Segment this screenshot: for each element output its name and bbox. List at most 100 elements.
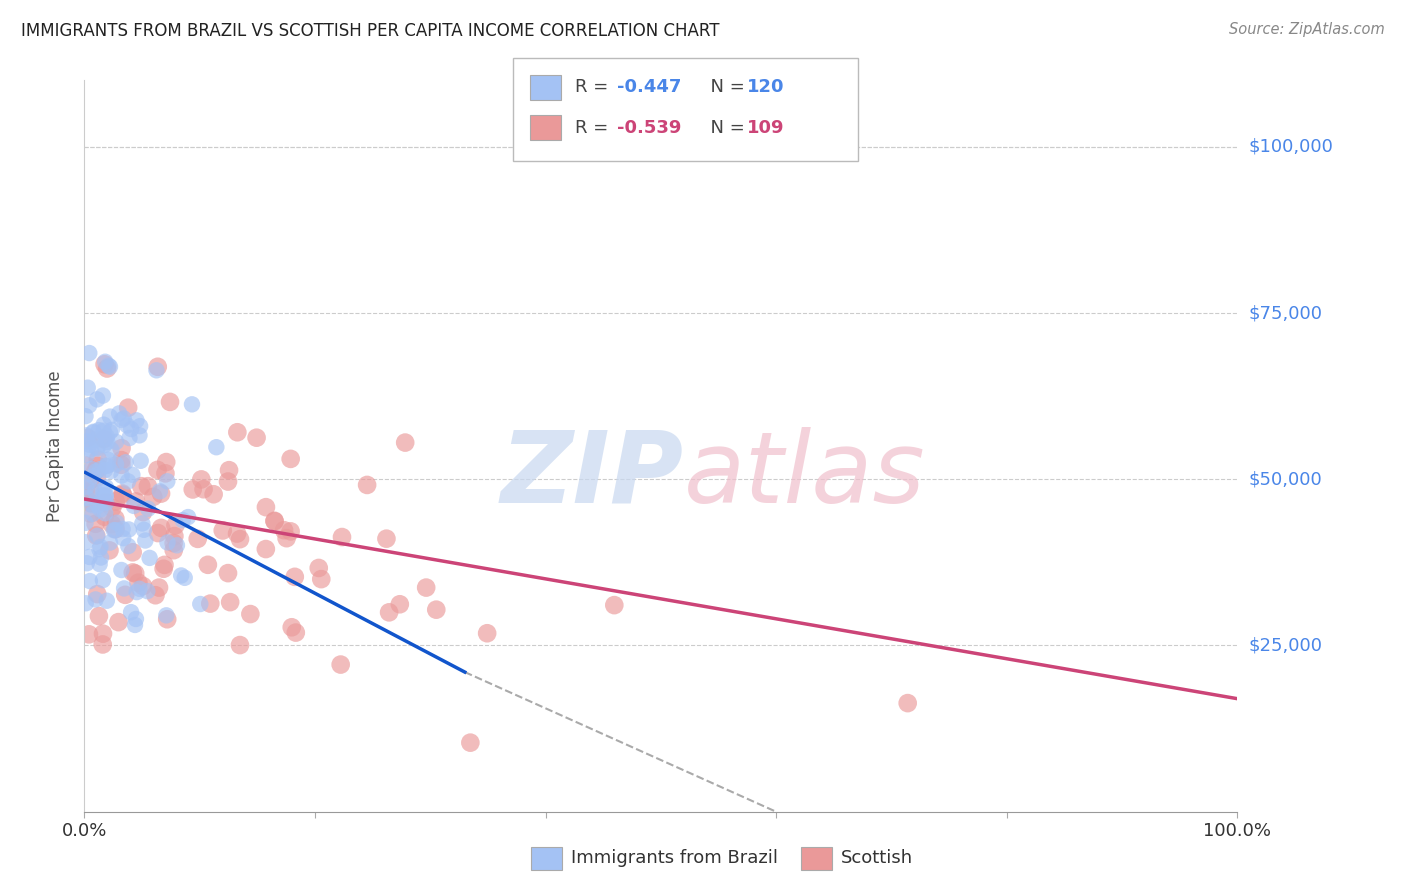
Point [280,524,302,539]
Point [79,495,101,509]
Point [79,473,101,487]
Text: atlas: atlas [683,426,925,524]
Point [91,637,114,651]
Point [226,526,249,541]
Point [153,558,176,572]
Point [603,598,626,612]
Point [132,579,155,593]
Point [87,423,110,437]
Point [97,359,120,373]
Point [172,513,194,527]
Point [132,505,155,519]
Point [105,434,128,449]
Point [217,566,239,581]
Point [84,528,107,542]
Point [229,532,252,546]
Point [84,516,107,531]
Point [86,470,108,484]
Text: 109: 109 [747,119,785,136]
Point [284,570,307,584]
Point [415,581,437,595]
Point [117,539,139,553]
Point [394,435,416,450]
Point [75,428,97,442]
Point [217,475,239,489]
Point [90,550,112,565]
Point [108,406,131,420]
Point [75,516,97,530]
Point [308,561,330,575]
Point [79,442,101,457]
Point [94,495,117,509]
Point [89,462,111,476]
Point [86,442,108,456]
Point [96,429,118,443]
Point [181,397,204,411]
Point [80,462,103,476]
Point [91,388,114,402]
Point [110,413,132,427]
Point [110,453,132,467]
Point [121,566,143,580]
Point [86,392,108,407]
Point [152,562,174,576]
Point [170,568,193,582]
Point [75,484,97,499]
Point [101,517,124,532]
Point [93,438,115,452]
Point [124,618,146,632]
Point [86,529,108,543]
Point [378,605,401,619]
Point [187,532,209,546]
Point [100,464,122,478]
Point [128,428,150,442]
Point [94,463,117,477]
Point [91,491,114,505]
Point [146,526,169,541]
Point [121,545,143,559]
Text: IMMIGRANTS FROM BRAZIL VS SCOTTISH PER CAPITA INCOME CORRELATION CHART: IMMIGRANTS FROM BRAZIL VS SCOTTISH PER C… [21,22,720,40]
Point [197,558,219,572]
Point [96,361,118,376]
Point [79,507,101,521]
Point [111,522,134,536]
Point [100,442,122,457]
Point [148,581,170,595]
Point [104,522,127,536]
Point [163,543,186,558]
Point [89,557,111,571]
Point [132,523,155,537]
Point [114,588,136,602]
Point [190,472,212,486]
Point [101,500,124,515]
Point [155,608,177,623]
Point [129,454,152,468]
Point [117,475,139,489]
Text: Source: ZipAtlas.com: Source: ZipAtlas.com [1229,22,1385,37]
Point [84,433,107,447]
Point [110,441,132,455]
Point [330,530,353,544]
Point [97,453,120,467]
Point [138,550,160,565]
Point [263,514,285,528]
Point [86,458,108,473]
Point [82,425,104,439]
Point [84,464,107,478]
Point [165,518,187,533]
Point [155,467,177,481]
Point [76,448,98,462]
Point [118,523,141,537]
Point [200,597,222,611]
Point [166,538,188,552]
Point [211,524,233,538]
Point [97,458,120,473]
Point [79,484,101,499]
Text: $50,000: $50,000 [1249,470,1322,488]
Point [87,452,110,467]
Point [94,488,117,502]
Point [91,488,114,502]
Point [75,475,97,489]
Point [111,488,134,502]
Point [112,531,135,545]
